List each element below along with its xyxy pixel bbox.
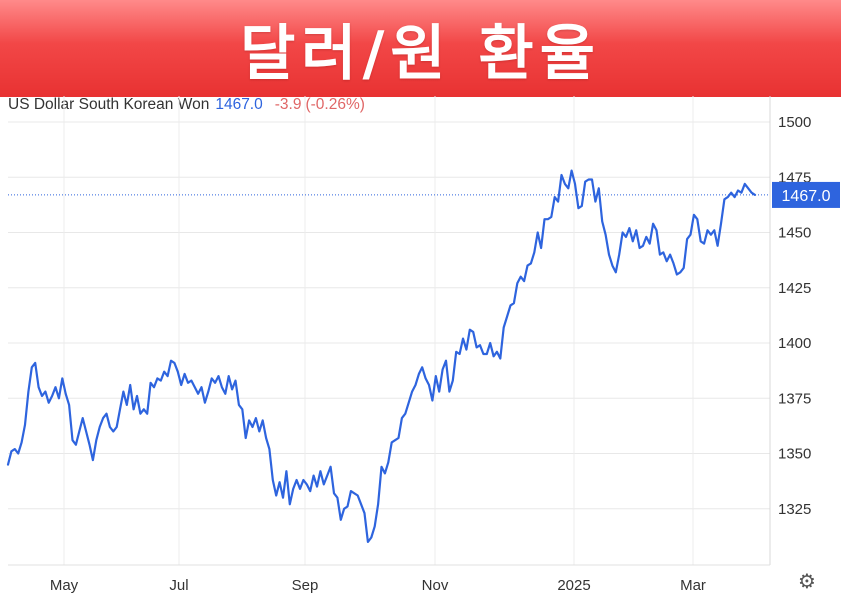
x-tick-label: Mar xyxy=(680,577,706,594)
x-tick-label: Nov xyxy=(422,577,449,594)
y-tick-label: 1375 xyxy=(778,390,811,407)
series-line xyxy=(6,169,757,544)
x-tick-label: Jul xyxy=(169,577,188,594)
instrument-name: US Dollar South Korean Won xyxy=(8,96,210,113)
price-change-percent: (-0.26%) xyxy=(305,96,365,113)
y-tick-label: 1450 xyxy=(778,225,811,242)
x-tick-label: 2025 xyxy=(557,577,590,594)
quote-header: US Dollar South Korean Won 1467.0 -3.9 (-0.… xyxy=(8,96,365,114)
y-tick-label: 1325 xyxy=(778,501,811,518)
last-value-label: 1467.0 xyxy=(782,188,831,205)
gear-icon[interactable]: ⚙ xyxy=(798,569,816,593)
y-tick-label: 1500 xyxy=(778,114,811,131)
x-tick-label: May xyxy=(50,577,79,594)
y-tick-label: 1400 xyxy=(778,335,811,352)
x-tick-label: Sep xyxy=(292,577,319,594)
current-price: 1467.0 xyxy=(215,96,263,113)
last-value-badge xyxy=(772,181,840,208)
y-tick-label: 1425 xyxy=(778,280,811,297)
price-change: -3.9 xyxy=(274,96,302,113)
title-banner: 달러/원 환율 xyxy=(0,0,841,97)
y-tick-label: 1350 xyxy=(778,446,811,463)
banner-title: 달러/원 환율 xyxy=(240,19,601,89)
